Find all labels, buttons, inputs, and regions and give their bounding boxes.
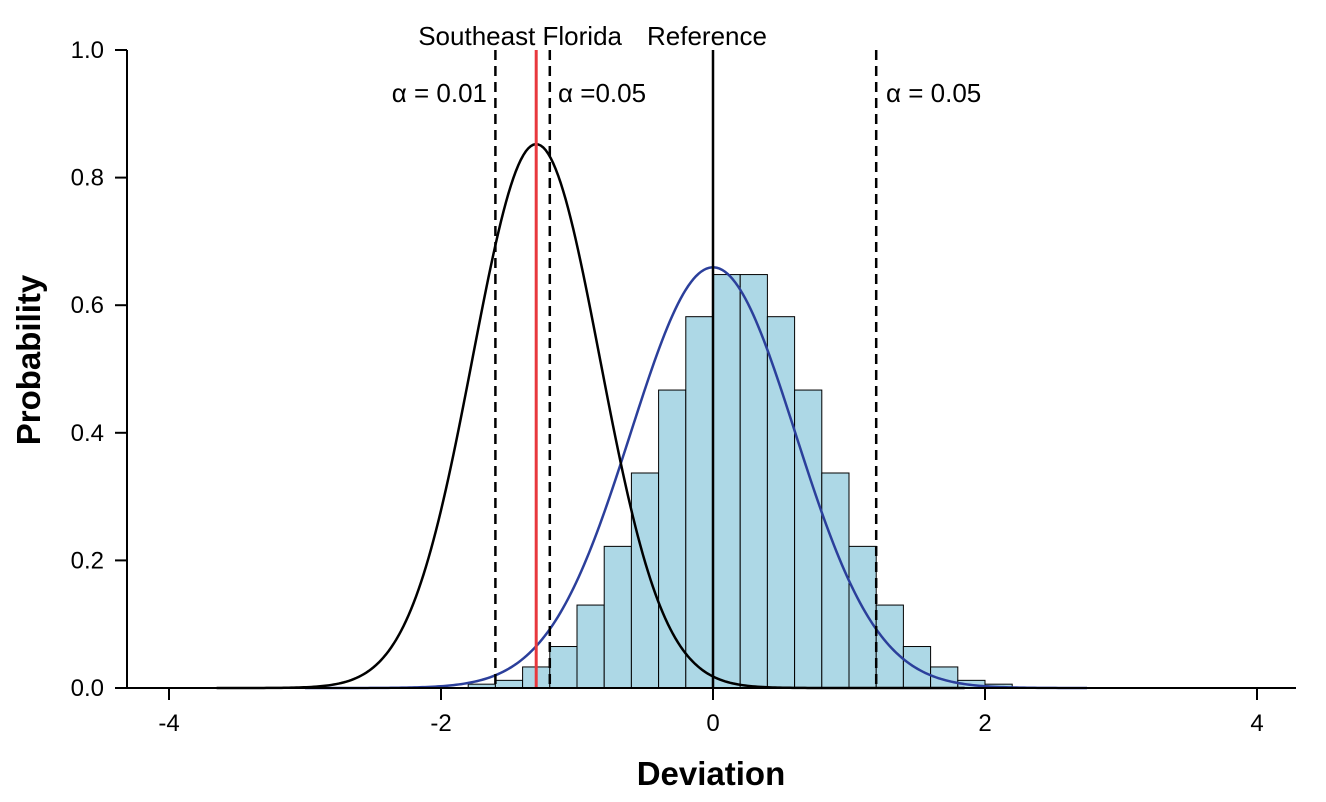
histogram-bar-6 [630,472,660,689]
reference-label: Reference [647,21,767,51]
x-tick-label: 4 [1250,710,1263,737]
y-axis-ticks: 0.0 0.2 0.4 0.6 0.8 1.0 [71,37,127,702]
threshold-lines [494,50,878,688]
x-tick-label: 2 [978,710,991,737]
histogram-bar-3 [549,646,578,689]
alpha-001-label: α = 0.01 [392,78,487,108]
histogram-bar-4 [576,604,605,689]
x-axis-ticks: -4 -2 0 2 4 [158,688,1264,737]
histogram-bar-12 [794,389,823,689]
axes: -4 -2 0 2 4 0.0 0.2 0.4 0.6 0.8 1.0 [71,37,1296,737]
alpha-005-right-label: α = 0.05 [886,78,981,108]
y-tick-label: 0.4 [71,420,104,447]
y-tick-label: 1.0 [71,37,104,64]
y-tick-label: 0.8 [71,165,104,192]
alpha-005-left-label: α =0.05 [558,78,646,108]
southeast-florida-label: Southeast Florida [418,21,622,51]
y-tick-label: 0.2 [71,547,104,574]
histogram-bars [467,274,1013,689]
density-curve-0 [305,266,1088,690]
y-tick-label: 0.0 [71,675,104,702]
x-tick-label: -2 [430,710,451,737]
histogram-bar-13 [821,472,850,689]
x-tick-label: -4 [158,710,179,737]
histogram-bar-11 [766,316,796,689]
x-axis-title: Deviation [637,755,786,792]
histogram-bar-14 [848,545,877,689]
y-tick-label: 0.6 [71,292,104,319]
histogram-bar-7 [658,389,687,689]
histogram-bar-9 [712,274,741,689]
histogram-bar-10 [739,274,768,689]
histogram-bar-1 [494,679,524,689]
histogram-bar-5 [603,545,632,689]
x-tick-label: 0 [706,710,719,737]
histogram-bar-8 [685,316,714,689]
y-axis-title: Probability [10,274,47,445]
